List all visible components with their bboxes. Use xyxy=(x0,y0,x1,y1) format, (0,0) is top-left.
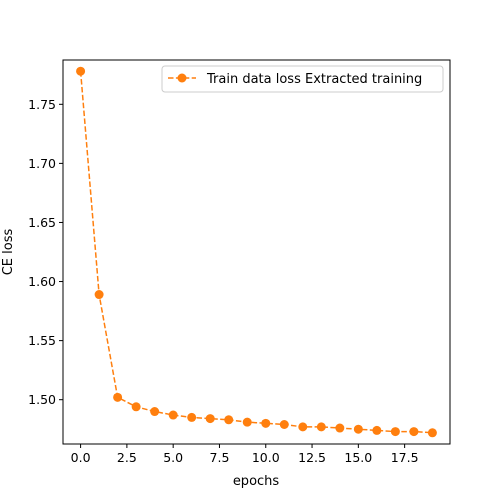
legend-marker-sample xyxy=(177,73,187,83)
data-point xyxy=(409,427,419,437)
legend-box xyxy=(161,65,444,93)
x-axis-label: epochs xyxy=(233,474,280,489)
y-tick-label: 1.70 xyxy=(28,156,56,171)
y-axis-ticks: 1.50 1.55 1.60 1.65 1.70 1.75 xyxy=(28,97,63,407)
data-point xyxy=(335,423,345,433)
data-point xyxy=(372,425,382,435)
data-point xyxy=(316,422,326,432)
y-tick-label: 1.50 xyxy=(28,392,56,407)
plot-marks xyxy=(76,66,437,438)
data-point xyxy=(205,414,215,424)
y-tick-label: 1.75 xyxy=(28,97,56,112)
y-tick-label: 1.55 xyxy=(28,333,56,348)
y-axis-label: CE loss xyxy=(1,229,16,276)
data-point xyxy=(427,428,437,438)
plot-frame xyxy=(62,59,451,445)
y-tick-label: 1.60 xyxy=(28,274,56,289)
x-tick-label: 12.5 xyxy=(298,450,326,465)
x-tick-label: 5.0 xyxy=(163,450,183,465)
data-point xyxy=(242,417,252,427)
data-point xyxy=(168,410,178,420)
data-point xyxy=(187,412,197,422)
x-tick-label: 17.5 xyxy=(391,450,419,465)
x-tick-label: 7.5 xyxy=(210,450,230,465)
data-point xyxy=(224,415,234,425)
data-point xyxy=(150,407,160,417)
y-tick-label: 1.65 xyxy=(28,215,56,230)
x-tick-label: 15.0 xyxy=(344,450,372,465)
data-point xyxy=(131,402,141,412)
x-tick-label: 2.5 xyxy=(117,450,137,465)
data-point xyxy=(113,392,123,402)
data-point xyxy=(353,424,363,434)
data-point xyxy=(76,66,86,76)
data-point xyxy=(94,290,104,300)
data-point xyxy=(298,422,308,432)
legend-entry-label: Train data loss Extracted training xyxy=(206,72,422,87)
data-point xyxy=(279,420,289,429)
x-tick-label: 10.0 xyxy=(252,450,280,465)
x-axis-ticks: 0.0 2.5 5.0 7.5 10.0 12.5 15.0 17.5 xyxy=(71,444,419,465)
data-point xyxy=(390,427,400,437)
data-point xyxy=(261,418,271,428)
x-tick-label: 0.0 xyxy=(71,450,91,465)
legend: Train data loss Extracted training xyxy=(161,65,444,93)
